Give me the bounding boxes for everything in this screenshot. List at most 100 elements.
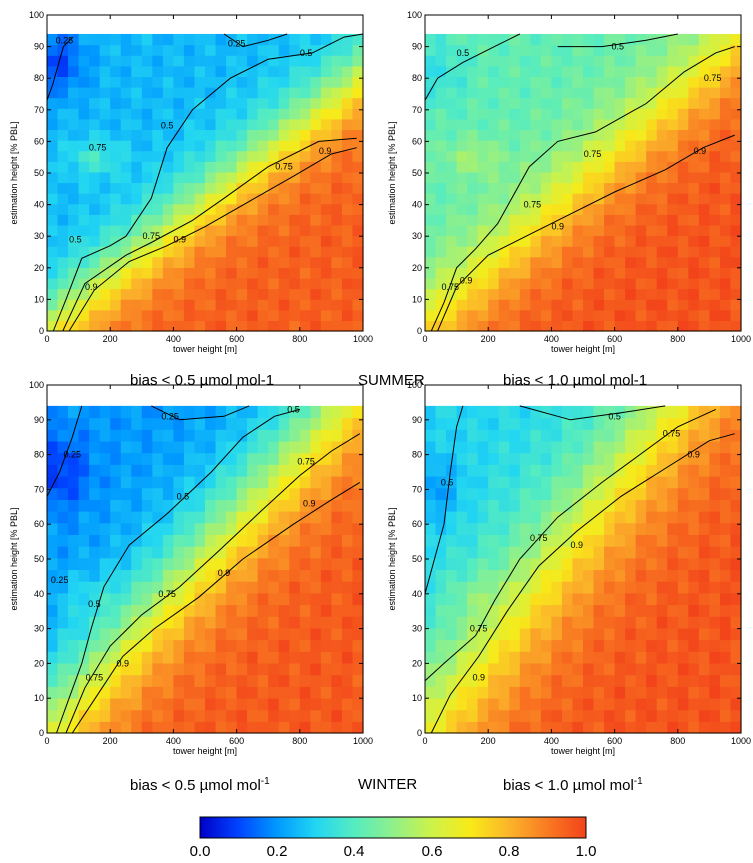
heat-cell: [278, 499, 290, 512]
heat-cell: [498, 65, 510, 77]
heat-cell: [688, 171, 700, 184]
heat-cell: [257, 627, 269, 641]
heat-cell: [583, 171, 595, 184]
heat-cell: [719, 604, 732, 617]
heat-cell: [299, 150, 311, 162]
heat-cell: [99, 288, 111, 300]
heat-cell: [141, 616, 153, 629]
heat-cell: [247, 33, 259, 46]
heat-cell: [477, 522, 489, 535]
heat-cell: [498, 429, 510, 442]
heat-cell: [47, 674, 59, 687]
heat-cell: [467, 674, 479, 687]
heat-cell: [299, 475, 311, 489]
heat-cell: [604, 288, 616, 300]
heat-cell: [162, 499, 174, 512]
heat-cell: [120, 171, 132, 184]
heat-cell: [173, 464, 185, 477]
heat-cell: [593, 171, 605, 184]
heat-cell: [446, 662, 458, 676]
heat-cell: [488, 55, 500, 67]
heat-cell: [561, 44, 574, 56]
heat-cell: [141, 256, 153, 268]
heat-cell: [730, 429, 742, 442]
heat-cell: [320, 235, 332, 247]
heat-cell: [498, 686, 510, 699]
heat-cell: [68, 129, 80, 141]
heat-cell: [498, 604, 510, 617]
heat-cell: [572, 581, 584, 594]
heat-cell: [131, 627, 143, 641]
x-tick-label: 600: [229, 736, 244, 746]
heat-cell: [331, 581, 343, 594]
heat-cell: [215, 511, 227, 524]
heat-cell: [173, 320, 185, 332]
heat-cell: [456, 464, 468, 477]
heat-cell: [593, 662, 605, 676]
heat-cell: [719, 256, 732, 268]
heat-cell: [299, 639, 311, 652]
heat-cell: [215, 534, 227, 547]
heat-cell: [625, 76, 637, 88]
heat-cell: [120, 487, 132, 500]
heat-cell: [709, 674, 721, 687]
heat-cell: [152, 235, 164, 247]
heat-cell: [456, 440, 468, 454]
heat-cell: [173, 87, 185, 99]
heat-cell: [572, 55, 584, 67]
heat-cell: [730, 267, 742, 279]
heat-cell: [162, 44, 174, 56]
heat-cell: [572, 44, 584, 56]
heat-cell: [488, 44, 500, 56]
heat-cell: [268, 522, 280, 535]
heat-cell: [593, 193, 605, 205]
heat-cell: [667, 203, 679, 215]
heat-cell: [173, 522, 185, 535]
y-tick-label: 20: [34, 658, 44, 668]
heat-cell: [456, 627, 468, 641]
heat-cell: [435, 214, 447, 226]
heat-cell: [205, 639, 217, 652]
heat-cell: [456, 108, 468, 120]
heat-cell: [194, 487, 206, 500]
heat-cell: [635, 697, 647, 711]
heat-cell: [341, 256, 354, 268]
heat-cell: [635, 65, 647, 77]
heat-cell: [677, 464, 689, 477]
heat-cell: [688, 118, 700, 131]
heat-cell: [709, 214, 721, 226]
heat-cell: [299, 44, 311, 56]
heat-cell: [561, 76, 574, 88]
heat-cell: [89, 235, 101, 247]
heat-cell: [131, 534, 143, 547]
heat-cell: [688, 511, 700, 524]
heat-cell: [352, 569, 364, 582]
heat-cell: [299, 546, 311, 559]
heat-cell: [352, 697, 364, 711]
heat-cell: [709, 429, 721, 442]
heat-cell: [709, 320, 721, 332]
heat-cell: [131, 140, 143, 152]
heat-cell: [331, 129, 343, 141]
heat-cell: [530, 475, 542, 489]
heat-cell: [435, 429, 447, 442]
heat-cell: [667, 604, 679, 617]
heat-cell: [162, 417, 174, 430]
heat-cell: [446, 452, 458, 465]
heat-cell: [656, 214, 668, 226]
heat-cell: [257, 299, 269, 311]
heat-cell: [498, 214, 510, 226]
heat-cell: [57, 534, 69, 547]
heat-cell: [299, 452, 311, 465]
heat-cell: [141, 246, 153, 258]
heat-cell: [551, 592, 563, 606]
heat-cell: [477, 108, 489, 120]
heat-cell: [446, 256, 458, 268]
heat-cell: [110, 546, 122, 559]
x-tick-label: 1000: [731, 736, 751, 746]
heat-cell: [446, 171, 458, 184]
heat-cell: [519, 76, 531, 88]
heat-cell: [561, 686, 574, 699]
heat-cell: [183, 639, 196, 652]
heat-cell: [173, 616, 185, 629]
